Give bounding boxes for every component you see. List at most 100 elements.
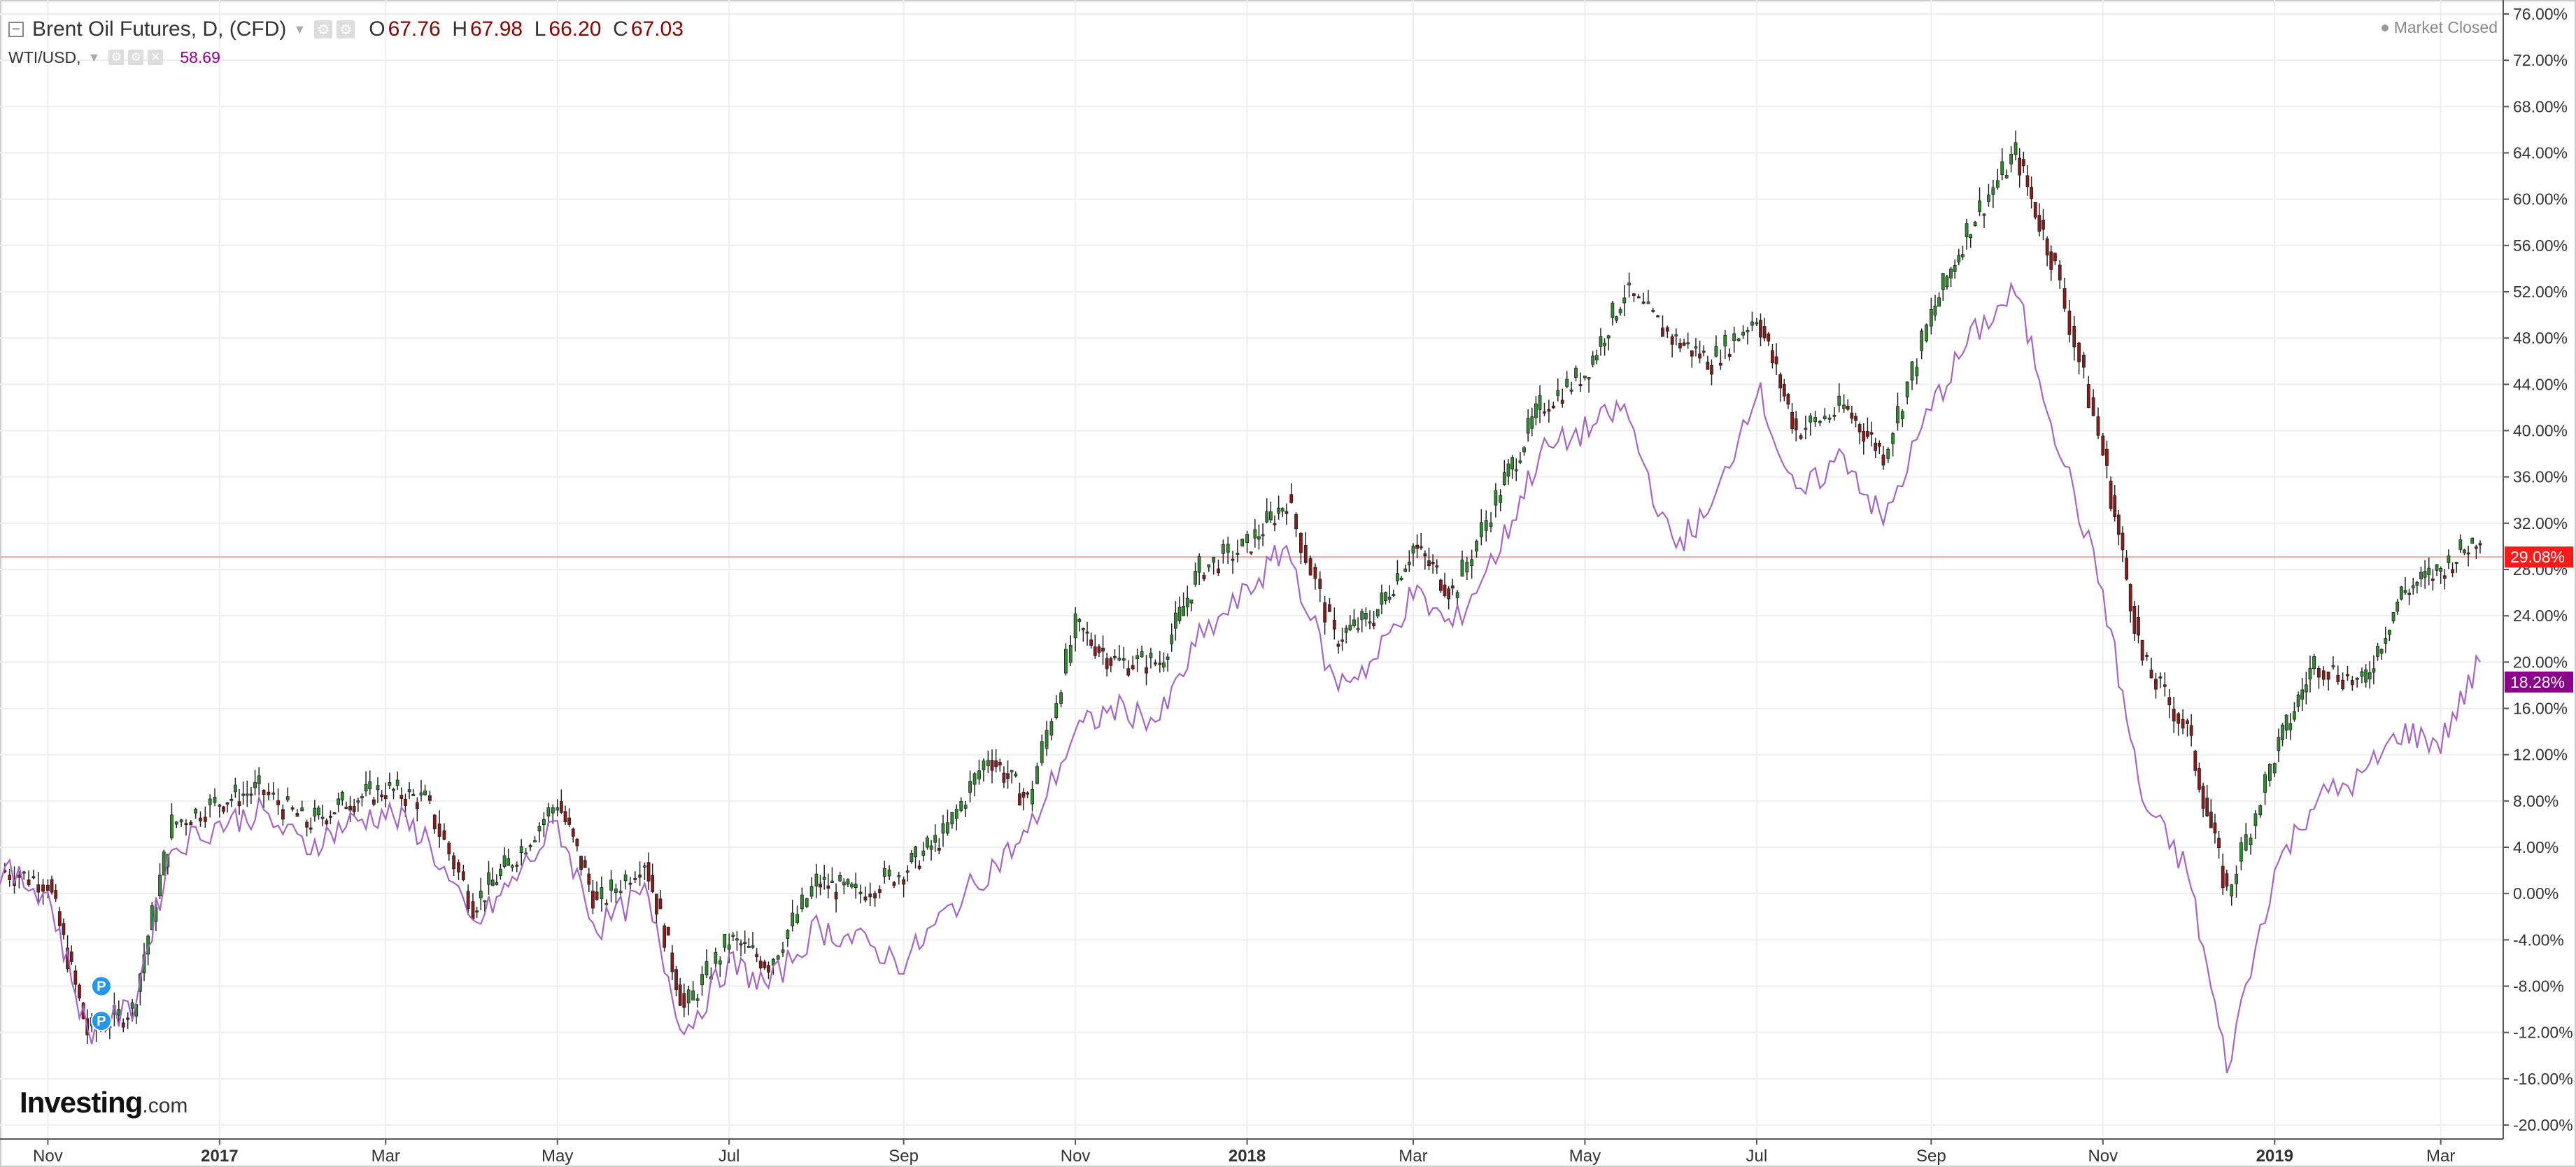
candle-body [487,872,490,885]
candle-body [805,898,809,907]
candle-body [2296,694,2300,707]
candle-body [189,821,193,826]
candle-body [411,794,416,796]
candle-body [695,998,700,1001]
candle-body [1732,333,1736,341]
candle-body [1987,194,1990,202]
candle-body [2140,639,2144,661]
candle-body [838,875,842,882]
candle-body [1253,529,1257,539]
close-icon[interactable]: ✕ [148,50,164,65]
candle-body [643,865,646,868]
settings-icon[interactable]: ⚙ [337,20,355,38]
candle-body [791,912,795,926]
candle-body [1565,379,1569,387]
candle-body [2132,605,2137,634]
candle-body [1226,544,1230,553]
candle-body [1622,297,1627,304]
candle-body [678,984,682,1006]
candle-body [2067,310,2072,335]
candle-body [17,875,21,878]
candle-body [567,817,572,825]
candle-body [654,893,658,914]
candle-body [340,791,344,800]
candle-body [968,781,972,793]
candle-body [2281,724,2284,740]
candle-body [1755,322,1759,325]
caret-down-icon[interactable]: ▼ [293,22,306,36]
candle-body [537,826,542,832]
candle-body [1636,296,1641,299]
candle-body [822,877,826,880]
candle-body [933,835,937,843]
candle-body [1818,420,1822,423]
candle-body [1518,460,1522,463]
symbol-title[interactable]: Brent Oil Futures, D, (CFD) [32,17,287,41]
y-tick-label: 8.00% [2513,792,2559,810]
candle-body [325,820,329,825]
time-axis[interactable]: Nov 2017 Mar May Jul Sep Nov 2018 Mar May Jul Sep No… [33,1139,2455,1166]
candle-body [2466,552,2470,555]
candle-body [380,794,384,798]
candle-body [1006,773,1010,779]
candle-body [2470,537,2475,544]
candle-body [982,761,986,770]
candle-body [686,989,691,1004]
candle-body [364,784,368,791]
candle-body [1723,334,1727,346]
event-marker-icon[interactable] [90,975,112,997]
candle-body [1494,490,1498,506]
candle-body [1484,520,1488,531]
compare-symbol[interactable]: WTI/USD, [8,48,81,66]
candle-body [1686,342,1690,345]
y-tick-label: 16.00% [2513,700,2568,718]
candle-body [714,952,718,964]
settings-icon[interactable]: ⚙ [314,20,333,38]
candle-body [184,823,188,826]
investing-logo[interactable]: Investing.com [20,1086,187,1119]
candle-body [2116,514,2121,535]
settings-icon[interactable]: ⚙ [108,50,125,65]
candle-body [2062,288,2067,309]
candle-body [1380,592,1384,605]
candle-body [1694,346,1698,348]
candle-body [1905,381,1909,397]
candle-body [751,945,755,948]
price-axis[interactable]: 76.00% 72.00% 68.00% 64.00% 60.00% 56.00% 52.0… [2503,5,2573,1134]
y-tick-label: 76.00% [2513,5,2568,23]
candle-body [1869,432,1874,435]
event-marker-icon[interactable] [90,1010,112,1032]
candle-body [395,779,399,786]
settings-icon[interactable]: ⚙ [128,50,144,65]
candle-body [2364,670,2368,683]
candle-body [2263,774,2267,793]
candle-body [682,993,686,1008]
candle-body [1591,355,1595,365]
candle-body [2395,601,2400,611]
candle-body [1131,665,1135,670]
candle-body [528,845,532,847]
candle-body [2350,680,2354,686]
candle-body [1268,511,1273,521]
high-label: H [452,17,467,41]
candle-body [31,876,36,879]
collapse-icon[interactable]: − [8,22,24,37]
candle-body [502,855,507,867]
candle-body [1368,621,1372,624]
candle-body [1249,551,1253,554]
candle-body [1273,523,1277,525]
candle-body [2186,720,2189,724]
candle-body [2403,590,2407,593]
caret-down-icon[interactable]: ▼ [87,50,101,64]
candle-body [2025,175,2030,188]
candle-body [651,875,655,893]
candle-body [78,984,81,998]
candle-body [2478,543,2482,546]
candle-body [563,811,567,823]
candle-body [1117,658,1121,660]
candle-body [2058,264,2062,281]
candle-body [1318,579,1322,589]
candle-body [2096,416,2100,436]
candle-body [1682,342,1686,346]
